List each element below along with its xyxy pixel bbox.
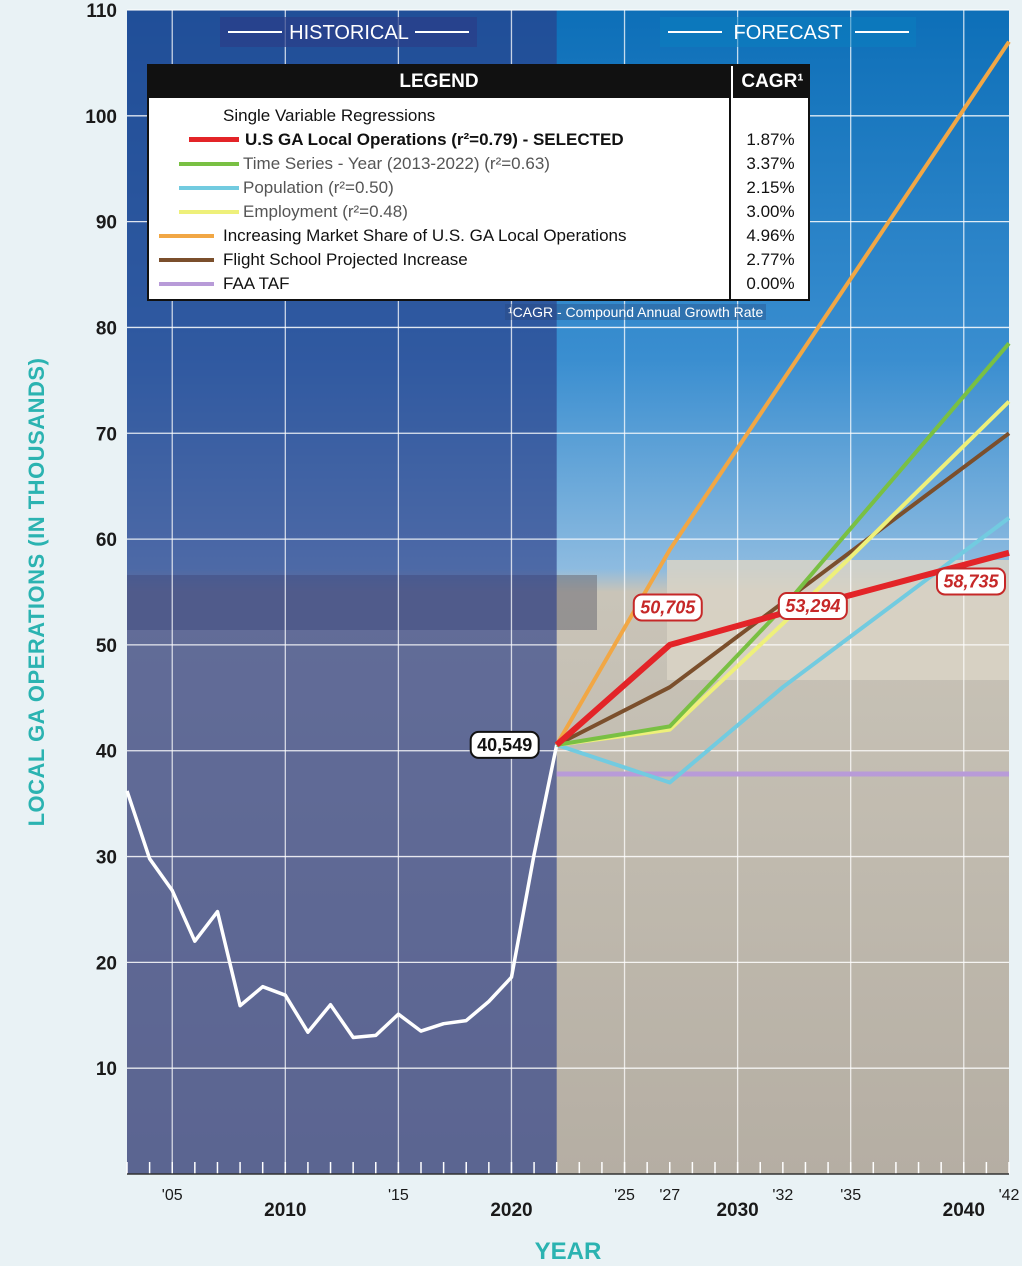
forecast-label: FORECAST bbox=[660, 17, 916, 47]
svg-text:HISTORICAL: HISTORICAL bbox=[289, 22, 409, 44]
y-tick-label: 10 bbox=[96, 1059, 117, 1080]
forecast-line bbox=[554, 549, 1010, 748]
legend-cagr-value: 2.77% bbox=[746, 250, 795, 269]
legend-item: Time Series - Year (2013-2022) (r²=0.63)… bbox=[149, 152, 808, 176]
y-tick-label: 100 bbox=[85, 107, 117, 128]
x-tick-label: '05 bbox=[162, 1187, 183, 1204]
x-tick-label: '25 bbox=[614, 1187, 635, 1204]
series-lines bbox=[125, 40, 1011, 1040]
y-tick-label: 80 bbox=[96, 318, 117, 339]
x-tick-label: '35 bbox=[840, 1187, 861, 1204]
legend-swatch bbox=[179, 162, 239, 166]
legend-item: Employment (r²=0.48) 3.00% bbox=[149, 200, 808, 224]
legend-subtitle: Single Variable Regressions bbox=[223, 106, 436, 125]
y-tick-label: 30 bbox=[96, 848, 117, 869]
x-axis-title: YEAR bbox=[535, 1238, 602, 1265]
legend-cagr-header: CAGR¹ bbox=[731, 66, 812, 98]
data-callout: 40,549 bbox=[469, 730, 540, 759]
forecast-line bbox=[556, 342, 1011, 747]
legend-item: Population (r²=0.50) 2.15% bbox=[149, 176, 808, 200]
legend-swatch bbox=[189, 137, 239, 142]
data-callout: 53,294 bbox=[777, 592, 848, 621]
x-tick-label: 2040 bbox=[943, 1200, 985, 1221]
legend-item: Flight School Projected Increase 2.77% bbox=[149, 248, 808, 272]
y-tick-label: 40 bbox=[96, 742, 117, 763]
legend-label: Increasing Market Share of U.S. GA Local… bbox=[223, 226, 627, 245]
data-callout: 50,705 bbox=[632, 593, 703, 622]
x-tick-labels: '05 2010 '15 2020 '25 '27 2030 '32 '35 2040 '42 bbox=[162, 1187, 1020, 1221]
legend-item: Increasing Market Share of U.S. GA Local… bbox=[149, 224, 808, 248]
callout-label: 50,705 bbox=[640, 597, 696, 617]
historical-label: HISTORICAL bbox=[220, 17, 477, 47]
legend-swatch bbox=[179, 186, 239, 190]
forecast-line bbox=[554, 40, 1011, 746]
y-tick-label: 70 bbox=[96, 424, 117, 445]
legend-label: Population (r²=0.50) bbox=[243, 178, 394, 197]
legend-label: U.S GA Local Operations (r²=0.79) - SELE… bbox=[245, 130, 624, 149]
x-tick-label: 2020 bbox=[490, 1200, 532, 1221]
legend-cagr-value: 3.00% bbox=[746, 202, 795, 221]
legend-cagr-value: 1.87% bbox=[746, 130, 795, 149]
legend: LEGEND CAGR¹ Single Variable Regressions… bbox=[147, 64, 810, 301]
historical-line bbox=[125, 744, 559, 1040]
y-tick-label: 50 bbox=[96, 636, 117, 657]
legend-divider bbox=[729, 98, 731, 299]
y-tick-label: 90 bbox=[96, 213, 117, 234]
legend-label: FAA TAF bbox=[223, 274, 290, 293]
legend-title: LEGEND bbox=[399, 71, 479, 92]
callout-label: 53,294 bbox=[785, 596, 840, 616]
x-tick-label: '27 bbox=[659, 1187, 680, 1204]
legend-cagr-value: 0.00% bbox=[746, 274, 795, 293]
legend-swatch bbox=[159, 282, 214, 286]
legend-cagr-value: 2.15% bbox=[746, 178, 795, 197]
forecast-line bbox=[555, 431, 1011, 747]
x-tick-label: '42 bbox=[999, 1187, 1020, 1204]
y-tick-label: 110 bbox=[86, 1, 117, 22]
y-tick-labels: 10 20 30 40 50 60 70 80 90 100 110 bbox=[85, 1, 117, 1080]
callouts: 40,549 50,705 53,294 58,735 bbox=[469, 567, 1006, 759]
data-callout: 58,735 bbox=[936, 567, 1006, 596]
svg-text:FORECAST: FORECAST bbox=[734, 22, 843, 44]
x-tick-label: '15 bbox=[388, 1187, 409, 1204]
y-tick-label: 20 bbox=[96, 953, 117, 974]
legend-cagr-value: 3.37% bbox=[746, 154, 795, 173]
legend-footnote: ¹CAGR - Compound Annual Growth Rate bbox=[505, 304, 767, 320]
legend-item: FAA TAF 0.00% bbox=[149, 272, 808, 296]
legend-cagr-value: 4.96% bbox=[746, 226, 795, 245]
legend-header: LEGEND CAGR¹ bbox=[149, 66, 808, 98]
y-tick-label: 60 bbox=[96, 530, 117, 551]
legend-label: Flight School Projected Increase bbox=[223, 250, 468, 269]
y-axis-title: LOCAL GA OPERATIONS (IN THOUSANDS) bbox=[24, 358, 49, 827]
callout-label: 58,735 bbox=[943, 571, 999, 591]
legend-label: Time Series - Year (2013-2022) (r²=0.63) bbox=[243, 154, 550, 173]
x-tick-label: 2030 bbox=[716, 1200, 758, 1221]
legend-label: Employment (r²=0.48) bbox=[243, 202, 408, 221]
legend-swatch bbox=[159, 234, 214, 238]
callout-label: 40,549 bbox=[477, 735, 532, 755]
legend-swatch bbox=[179, 210, 239, 214]
x-tick-label: 2010 bbox=[264, 1200, 306, 1221]
legend-swatch bbox=[159, 258, 214, 262]
legend-item: U.S GA Local Operations (r²=0.79) - SELE… bbox=[149, 128, 808, 152]
x-tick-label: '32 bbox=[772, 1187, 793, 1204]
forecast-line bbox=[556, 516, 1011, 785]
